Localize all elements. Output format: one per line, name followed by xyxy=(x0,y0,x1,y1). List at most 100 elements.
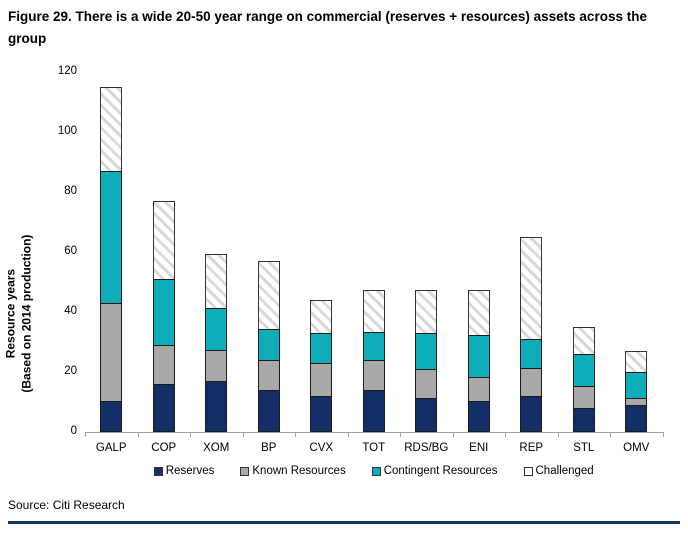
legend-swatch-contingent-resources xyxy=(371,466,381,476)
bar-segment-known-resources xyxy=(100,303,123,401)
source-text: Source: Citi Research xyxy=(8,498,125,512)
x-axis-tick xyxy=(85,432,86,437)
bar-rep xyxy=(520,237,543,432)
x-axis-tick xyxy=(347,432,349,437)
bar-segment-contingent-resources xyxy=(257,328,280,360)
bar-tot xyxy=(362,289,385,432)
bar-segment-contingent-resources xyxy=(362,331,385,360)
bar-segment-reserves xyxy=(467,400,490,432)
legend-swatch-challenged xyxy=(523,466,533,476)
bar-segment-challenged xyxy=(152,201,175,279)
bar-segment-reserves xyxy=(100,400,123,432)
bar-segment-challenged xyxy=(415,289,438,333)
x-axis-tick xyxy=(400,432,401,437)
legend-swatch-known-resources xyxy=(240,466,250,476)
y-axis-title-line2: (Based on 2014 production) xyxy=(19,234,33,393)
bar-segment-known-resources xyxy=(205,349,228,381)
y-axis-tick-label: 40 xyxy=(64,305,77,317)
bar-segment-reserves xyxy=(257,390,280,432)
y-axis-tick-label: 60 xyxy=(64,245,77,257)
bar-rds-bg xyxy=(415,289,438,432)
bar-bp xyxy=(257,261,280,432)
x-axis-label-tot: TOT xyxy=(362,442,386,454)
bar-segment-known-resources xyxy=(257,360,280,390)
x-axis-tick xyxy=(242,432,244,437)
legend-label-challenged: Challenged xyxy=(535,465,594,477)
bar-galp xyxy=(100,87,123,432)
bar-segment-challenged xyxy=(310,300,333,333)
x-axis-label-rds-bg: RDS/BG xyxy=(404,442,449,454)
legend-item-contingent-resources: Contingent Resources xyxy=(371,465,498,477)
bar-segment-challenged xyxy=(467,289,490,335)
x-axis-tick xyxy=(295,432,296,437)
bar-omv xyxy=(625,351,648,432)
bar-segment-known-resources xyxy=(467,376,490,401)
bar-segment-challenged xyxy=(572,327,595,354)
bar-segment-reserves xyxy=(152,384,175,432)
legend: Reserves Known Resources Contingent Resour… xyxy=(85,465,663,477)
figure-title: Figure 29. There is a wide 20-50 year ra… xyxy=(8,9,647,46)
bar-segment-known-resources xyxy=(152,345,175,384)
bar-segment-contingent-resources xyxy=(100,171,123,303)
bar-segment-known-resources xyxy=(625,397,648,405)
bottom-rule xyxy=(8,521,680,524)
bar-segment-contingent-resources xyxy=(415,333,438,369)
x-axis-tick xyxy=(452,432,454,437)
x-axis-label-omv: OMV xyxy=(623,442,650,454)
x-axis-label-rep: REP xyxy=(519,442,544,454)
bar-segment-reserves xyxy=(310,396,333,432)
bar-segment-reserves xyxy=(205,381,228,432)
bar-segment-contingent-resources xyxy=(205,307,228,350)
x-axis-line xyxy=(85,432,663,433)
x-axis-label-bp: BP xyxy=(261,442,277,454)
x-axis-tick xyxy=(610,432,611,437)
bar-segment-known-resources xyxy=(572,385,595,408)
y-axis-tick-label: 0 xyxy=(70,425,77,437)
bar-segment-reserves xyxy=(362,390,385,432)
bar-segment-contingent-resources xyxy=(572,354,595,386)
bar-segment-reserves xyxy=(415,397,438,432)
bar-segment-known-resources xyxy=(362,360,385,390)
bar-segment-reserves xyxy=(625,405,648,432)
bar-segment-contingent-resources xyxy=(310,333,333,363)
y-axis-tick-label: 20 xyxy=(64,365,77,377)
bar-eni xyxy=(467,289,490,432)
x-axis-label-stl: STL xyxy=(573,442,595,454)
bar-segment-challenged xyxy=(257,261,280,329)
legend-label-reserves: Reserves xyxy=(165,465,215,477)
bar-segment-challenged xyxy=(362,289,385,332)
legend-label-known-resources: Known Resources xyxy=(252,465,346,477)
legend-label-contingent-resources: Contingent Resources xyxy=(383,465,498,477)
bar-cvx xyxy=(310,300,333,432)
x-axis-label-cop: COP xyxy=(151,442,177,454)
bar-segment-challenged xyxy=(625,351,648,372)
x-axis-label-xom: XOM xyxy=(203,442,230,454)
bar-segment-known-resources xyxy=(520,367,543,396)
y-axis-tick-label: 100 xyxy=(57,125,77,137)
y-axis-tick-label: 80 xyxy=(64,185,77,197)
legend-item-reserves: Reserves xyxy=(153,465,215,477)
x-axis-tick xyxy=(190,432,191,437)
bar-segment-challenged xyxy=(520,237,543,339)
bar-segment-contingent-resources xyxy=(520,339,543,368)
legend-swatch-reserves xyxy=(153,466,163,476)
y-axis-tick-label: 120 xyxy=(57,65,77,77)
legend-item-known-resources: Known Resources xyxy=(240,465,346,477)
bar-segment-reserves xyxy=(520,396,543,432)
y-axis-title: Resource years (Based on 2014 production… xyxy=(3,199,34,429)
bar-segment-contingent-resources xyxy=(467,334,490,377)
x-axis-tick xyxy=(557,432,559,437)
bar-xom xyxy=(205,253,228,432)
bar-segment-challenged xyxy=(205,253,228,308)
x-axis-label-eni: ENI xyxy=(469,442,489,454)
stacked-bar-chart: Resource years (Based on 2014 production… xyxy=(0,58,688,488)
x-axis-tick xyxy=(505,432,506,437)
x-axis-label-galp: GALP xyxy=(95,442,127,454)
bar-segment-known-resources xyxy=(310,363,333,396)
legend-item-challenged: Challenged xyxy=(523,465,594,477)
y-axis-title-line1: Resource years xyxy=(3,268,18,359)
bar-segment-reserves xyxy=(572,408,595,432)
bar-cop xyxy=(152,201,175,432)
bar-segment-known-resources xyxy=(415,369,438,398)
bar-segment-contingent-resources xyxy=(625,372,648,398)
